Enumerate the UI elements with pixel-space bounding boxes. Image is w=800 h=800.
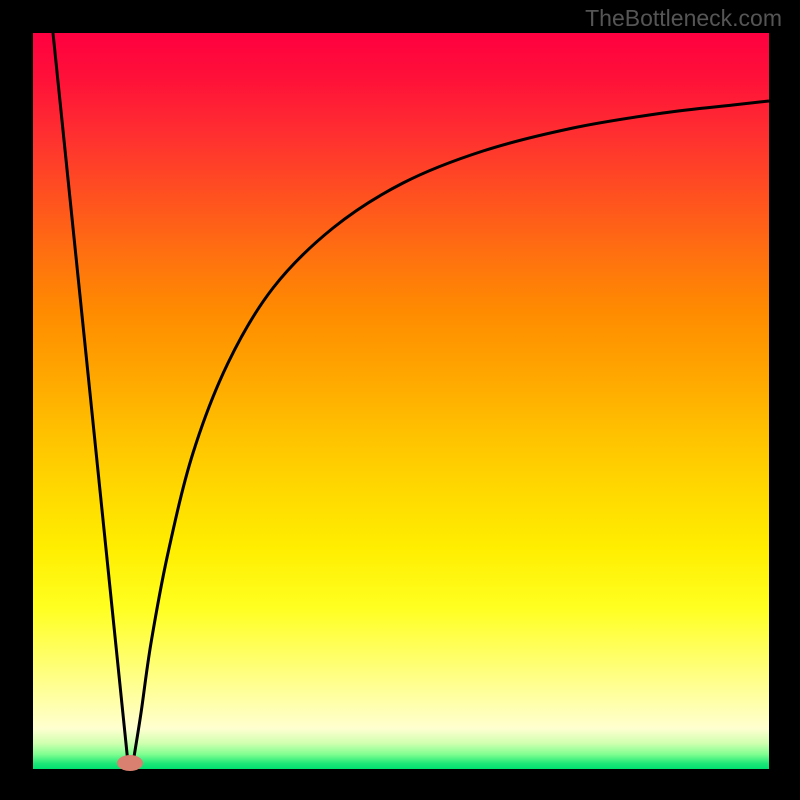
valley-marker (117, 755, 143, 771)
chart-container: { "canvas": { "width": 800, "height": 80… (0, 0, 800, 800)
curve-left-branch (53, 33, 128, 763)
curve-right-branch (133, 101, 769, 763)
watermark-text: TheBottleneck.com (585, 5, 782, 32)
curve-layer (33, 33, 769, 769)
plot-area (33, 33, 769, 769)
